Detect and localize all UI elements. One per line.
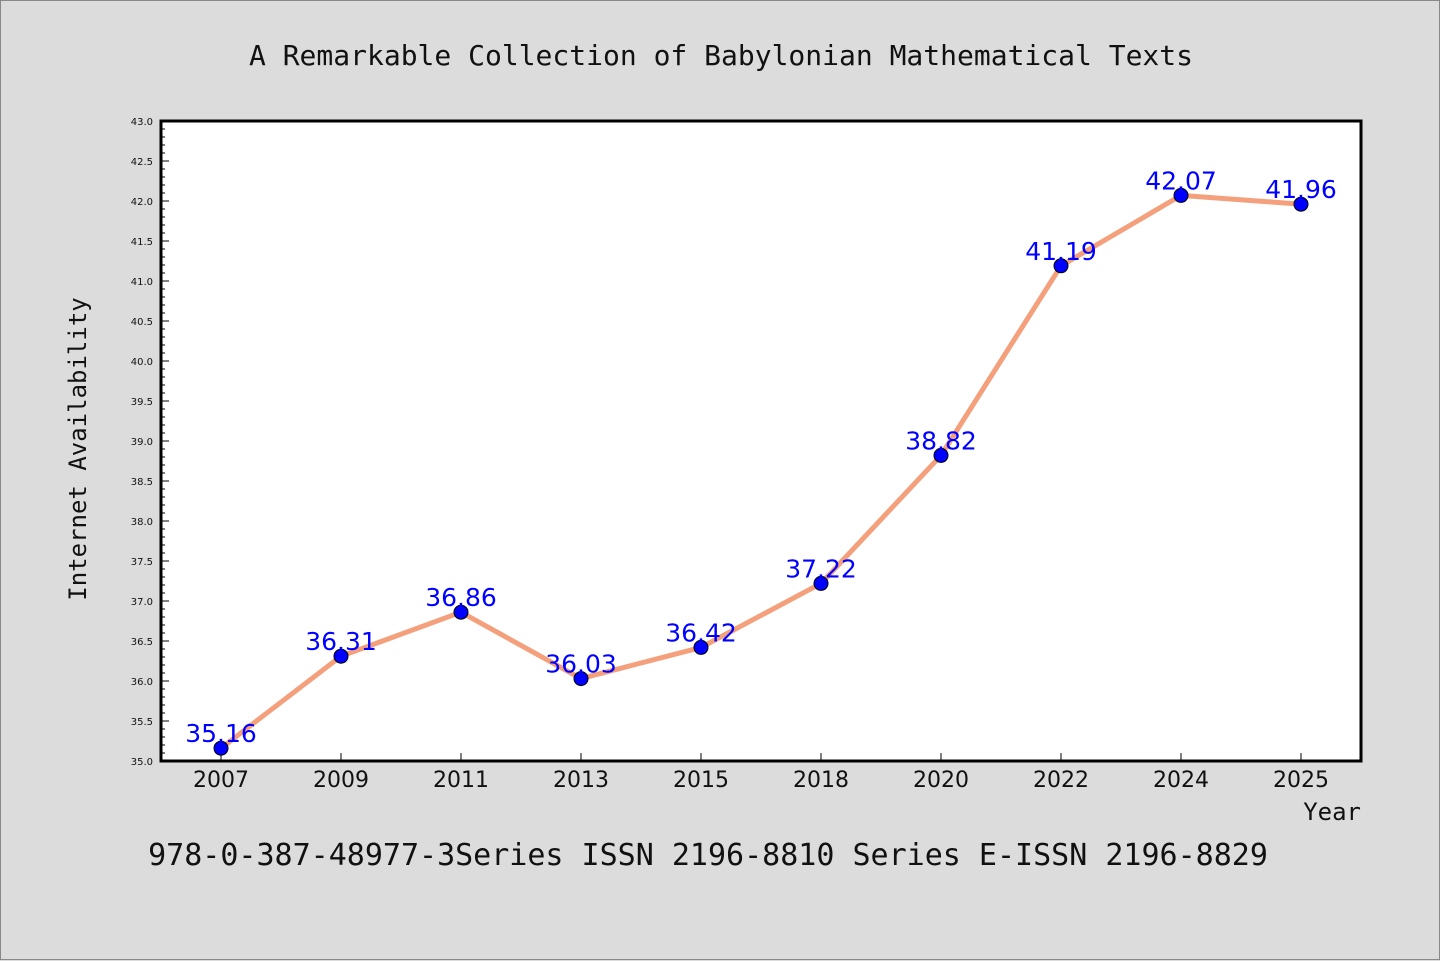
data-point — [1173, 187, 1189, 203]
y-tick-label: 36.0 — [131, 677, 153, 688]
data-point — [1053, 258, 1069, 274]
chart-title: A Remarkable Collection of Babylonian Ma… — [249, 39, 1193, 72]
x-tick-label: 2013 — [553, 768, 609, 793]
x-tick-label: 2024 — [1153, 768, 1209, 793]
series-group: 35.16 36.31 36.86 36.03 36.42 37.22 38.82 41.19… — [185, 166, 1337, 756]
x-tick-label: 2009 — [313, 768, 369, 793]
data-label: 36.42 — [665, 618, 737, 647]
data-label: 41.96 — [1265, 175, 1337, 204]
data-point — [933, 447, 949, 463]
data-label: 35.16 — [185, 719, 257, 748]
y-tick-label: 40.5 — [131, 317, 153, 328]
y-tick-label: 39.5 — [131, 397, 153, 408]
data-label: 38.82 — [905, 426, 977, 455]
y-tick-label: 39.0 — [131, 437, 153, 448]
data-label: 37.22 — [785, 554, 857, 583]
series-line — [219, 192, 1302, 751]
x-tick-label: 2018 — [793, 768, 849, 793]
footer-isbn-text: 978-0-387-48977-3Series ISSN 2196-8810 S… — [148, 838, 1268, 873]
data-point — [453, 604, 469, 620]
data-label: 42.07 — [1145, 166, 1217, 195]
y-tick-label: 35.5 — [131, 717, 153, 728]
x-tick-label: 2022 — [1033, 768, 1089, 793]
y-tick-label: 38.0 — [131, 517, 153, 528]
data-point — [1293, 196, 1309, 212]
y-tick-label: 43.0 — [131, 117, 153, 128]
y-tick-label: 41.0 — [131, 277, 153, 288]
data-point — [333, 648, 349, 664]
data-point — [213, 740, 229, 756]
y-tick-label: 42.0 — [131, 197, 153, 208]
y-tick-label: 38.5 — [131, 477, 153, 488]
data-label: 41.19 — [1025, 237, 1097, 266]
x-tick-label: 2015 — [673, 768, 729, 793]
y-tick-label: 40.0 — [131, 357, 153, 368]
data-point — [813, 575, 829, 591]
data-label: 36.03 — [545, 650, 617, 679]
plot-area — [159, 119, 1363, 763]
y-tick-label: 42.5 — [131, 157, 153, 168]
y-axis-ticks: 35.0 35.5 36.0 36.5 37.0 37.5 38.0 38.5 39.0 39.5… — [131, 117, 169, 768]
y-tick-label: 41.5 — [131, 237, 153, 248]
y-tick-label: 37.0 — [131, 597, 153, 608]
y-tick-label: 35.0 — [131, 757, 153, 768]
x-tick-label: 2011 — [433, 768, 489, 793]
y-axis-label: Internet Availability — [64, 297, 92, 600]
data-label: 36.86 — [425, 583, 497, 612]
y-tick-label: 36.5 — [131, 637, 153, 648]
data-point — [573, 671, 589, 687]
x-axis-label: Year — [1303, 798, 1361, 826]
data-label: 36.31 — [305, 627, 377, 656]
x-tick-label: 2020 — [913, 768, 969, 793]
data-point — [693, 639, 709, 655]
y-tick-label: 37.5 — [131, 557, 153, 568]
x-tick-label: 2007 — [193, 768, 249, 793]
x-tick-label: 2025 — [1273, 768, 1329, 793]
x-axis-ticks: 2007 2009 2011 2013 2015 2018 2020 2022 2024 2025 — [193, 753, 1329, 793]
